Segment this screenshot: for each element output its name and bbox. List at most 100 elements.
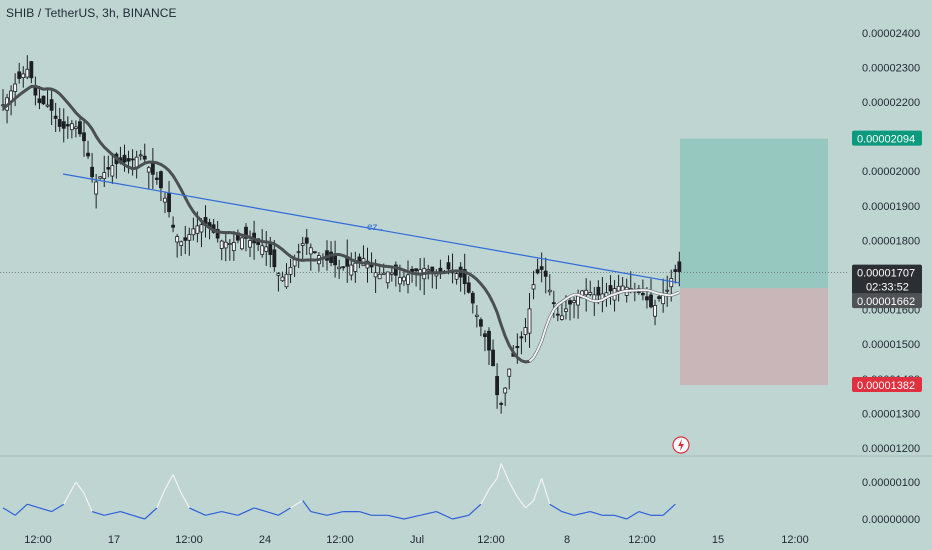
- candle: [292, 259, 297, 267]
- candle: [98, 176, 103, 179]
- oscillator-segment: [590, 511, 603, 516]
- candle: [41, 95, 46, 105]
- candle: [446, 262, 451, 270]
- candle: [21, 73, 26, 78]
- price-axis-label: 0.00002000: [862, 166, 920, 178]
- candle: [560, 315, 564, 320]
- oscillator-segment: [541, 478, 551, 505]
- candle: [353, 262, 358, 272]
- candle: [150, 162, 155, 175]
- candle: [175, 236, 180, 243]
- candle: [474, 314, 479, 317]
- candle: [219, 240, 224, 249]
- candle: [1, 104, 5, 107]
- candle: [122, 154, 127, 163]
- candle: [90, 166, 94, 178]
- candle: [138, 154, 143, 157]
- candle: [65, 124, 70, 127]
- oscillator-segment: [104, 511, 121, 516]
- candle: [483, 333, 487, 337]
- time-axis-label: 12:00: [24, 534, 52, 546]
- time-axis-label: 12:00: [781, 534, 809, 546]
- candle: [296, 251, 301, 254]
- candle: [495, 376, 500, 396]
- candle: [69, 123, 74, 131]
- oscillator-segment: [120, 511, 133, 516]
- candle: [300, 243, 305, 246]
- entry-price-badge: 0.00001662: [857, 296, 915, 308]
- candle: [134, 156, 139, 168]
- current-price-badge: 0.00001707: [857, 268, 915, 280]
- oscillator-segment: [310, 511, 328, 516]
- candle: [555, 313, 560, 316]
- trendline[interactable]: [62, 173, 681, 284]
- stop-zone[interactable]: [680, 288, 828, 386]
- oscillator-segment: [189, 507, 206, 516]
- candle: [167, 193, 171, 213]
- candle: [304, 237, 309, 244]
- profit-zone[interactable]: [680, 138, 828, 289]
- candle: [13, 83, 18, 92]
- oscillator-segment: [164, 474, 174, 490]
- oscillator-segment: [132, 514, 145, 520]
- oscillator-segment: [420, 511, 437, 516]
- oscillator-segment: [14, 503, 28, 516]
- oscillator-segment: [266, 511, 279, 516]
- oscillator-segment: [614, 514, 627, 520]
- candle: [466, 282, 471, 293]
- candle: [49, 99, 54, 111]
- candle: [227, 242, 232, 246]
- oscillator-segment: [180, 492, 190, 509]
- candle: [312, 251, 317, 254]
- candle: [426, 269, 431, 272]
- candle: [641, 292, 645, 296]
- oscillator-segment: [561, 511, 575, 516]
- candle: [260, 245, 265, 255]
- oscillator-segment: [638, 511, 652, 516]
- oscillator-segment: [51, 503, 65, 513]
- candle: [195, 225, 200, 234]
- candle: [673, 269, 678, 272]
- oscillator-segment: [403, 514, 421, 520]
- candle: [25, 68, 30, 78]
- candle: [462, 269, 467, 285]
- oscillator-segment: [91, 511, 105, 516]
- oscillator-segment: [532, 478, 543, 501]
- candle: [414, 268, 419, 272]
- oscillator-segment: [488, 477, 498, 490]
- candle: [146, 167, 151, 173]
- candle: [248, 240, 252, 248]
- candle: [308, 247, 313, 255]
- candle: [669, 278, 674, 288]
- oscillator-segment: [172, 474, 182, 494]
- target-price-badge-bg: [852, 130, 922, 146]
- moving-average-up-segment: [528, 289, 680, 363]
- candle: [406, 274, 410, 285]
- oscillator-segment: [221, 511, 239, 516]
- price-axis-label: 0.00002300: [862, 62, 920, 74]
- time-axis-label: 12:00: [477, 534, 505, 546]
- oscillator-segment: [436, 511, 453, 520]
- oscillator-axis-label: 0.00000100: [862, 477, 920, 489]
- oscillator-segment: [39, 507, 52, 513]
- oscillator-segment: [359, 511, 372, 516]
- candle: [523, 327, 528, 336]
- candle: [539, 266, 544, 270]
- candle: [130, 158, 135, 161]
- candle: [649, 294, 653, 308]
- candle: [543, 270, 548, 277]
- time-axis-label: 12:00: [326, 534, 354, 546]
- candle: [547, 289, 552, 293]
- candle: [535, 269, 540, 274]
- candle: [576, 295, 580, 306]
- oscillator-axis-label: 0.00000000: [862, 514, 920, 526]
- price-axis-label: 0.00001900: [862, 201, 920, 213]
- candle: [503, 387, 508, 394]
- candle: [564, 308, 568, 312]
- price-axis-label: 0.00002400: [862, 28, 920, 40]
- time-axis-label: 8: [564, 534, 570, 546]
- price-axis-label: 0.00001800: [862, 235, 920, 247]
- oscillator-segment: [302, 500, 312, 512]
